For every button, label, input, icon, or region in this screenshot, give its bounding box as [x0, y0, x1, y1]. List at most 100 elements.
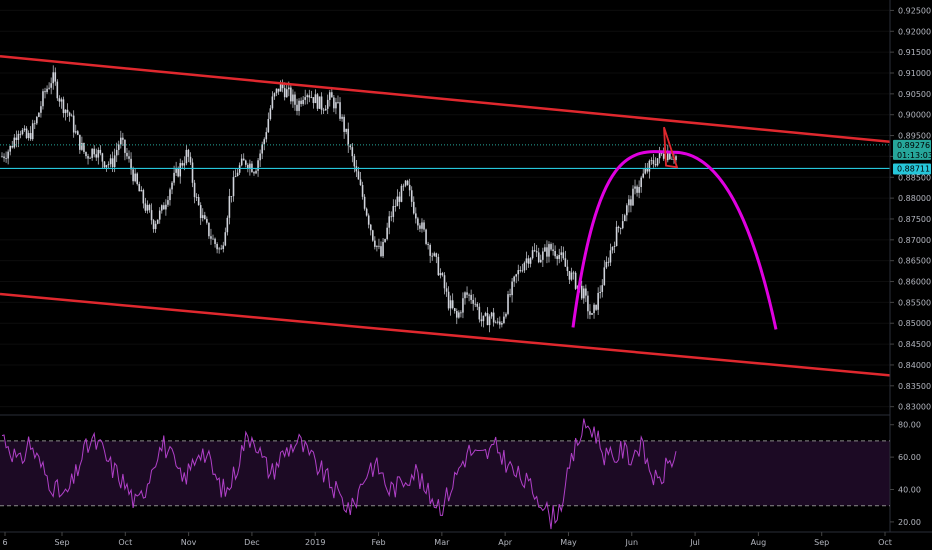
upper-channel-line[interactable] [0, 55, 891, 144]
candle-body [474, 303, 477, 305]
candle-body [515, 274, 518, 277]
price-tick-label: 0.88500 [898, 173, 931, 182]
candle-body [316, 94, 319, 109]
candle-body [310, 97, 313, 98]
candle-body [242, 158, 245, 161]
candle-body [453, 308, 456, 311]
candle-body [654, 163, 657, 166]
candle-body [11, 145, 14, 148]
rsi-axis[interactable]: 80.00 60.00 40.00 20.00 [890, 421, 921, 527]
candle-body [44, 91, 46, 93]
candle-body [52, 72, 55, 84]
candle-body [298, 100, 300, 111]
candle-body [359, 179, 362, 186]
candle-body [296, 104, 298, 111]
candle-body [199, 205, 202, 219]
candle-body [83, 142, 85, 152]
candle-body [265, 132, 268, 140]
candle-body [537, 252, 540, 263]
candle-body [181, 163, 184, 166]
candle-body [113, 155, 116, 168]
candle-body [669, 152, 671, 160]
candle-body [470, 294, 472, 300]
candle-body [187, 149, 190, 157]
time-axis[interactable]: 6 Sep Oct Nov Dec 2019 Feb Mar Apr May Jun Jul Aug Se… [0, 531, 932, 547]
candle-body [230, 196, 233, 197]
candle-body [56, 81, 59, 99]
candle-body [195, 197, 198, 198]
candle-body [574, 272, 577, 289]
candle-body [486, 313, 489, 326]
countdown-value: 01:13:03 [897, 151, 932, 160]
candle-body [564, 258, 567, 267]
price-gridlines [0, 9, 890, 408]
candle-body [300, 100, 302, 104]
candle-body [378, 245, 380, 247]
candle-body [9, 145, 11, 152]
candle-body [273, 93, 276, 97]
candle-body [488, 316, 491, 326]
time-tick-label: May [560, 538, 577, 547]
candle-body [163, 205, 165, 210]
candle-body [640, 177, 642, 188]
lower-channel-line[interactable] [0, 292, 891, 377]
candle-body [281, 82, 284, 89]
candle-body [105, 165, 108, 168]
candle-body [185, 149, 188, 164]
candle-body [81, 142, 83, 150]
candle-body [214, 238, 216, 244]
candle-body [529, 258, 532, 264]
time-tick-label: Dec [244, 538, 259, 547]
candle-body [384, 239, 386, 242]
candle-body [494, 322, 497, 324]
candle-body [595, 304, 597, 310]
candle-body [372, 230, 374, 241]
candle-body [521, 270, 524, 272]
candle-body [179, 163, 182, 177]
candle-body [158, 210, 161, 220]
price-tick-label: 0.84000 [898, 361, 931, 370]
candle-body [568, 271, 571, 280]
candle-body [130, 158, 132, 170]
candle-body [85, 151, 87, 157]
price-tick-label: 0.84500 [898, 340, 931, 349]
candle-body [658, 151, 661, 159]
candle-body [326, 99, 329, 109]
candle-body [328, 92, 331, 100]
candle-body [591, 313, 593, 315]
candle-body [435, 253, 438, 257]
candle-body [224, 232, 227, 246]
time-tick-label: Jun [625, 538, 639, 547]
price-axis[interactable]: 0.92500 0.92000 0.91500 0.91000 0.90500 0.900… [890, 6, 931, 412]
candle-body [318, 96, 321, 109]
candle-body [42, 91, 44, 107]
candle-body [212, 238, 214, 240]
candle-body [201, 215, 204, 219]
candle-body [390, 216, 393, 218]
candle-body [249, 163, 251, 169]
candle-body [646, 168, 649, 172]
candle-body [29, 133, 32, 140]
time-tick-label: Nov [181, 538, 197, 547]
candle-body [40, 106, 42, 113]
triangle-marker[interactable] [663, 126, 679, 169]
candle-body [76, 131, 79, 135]
candle-body [107, 164, 110, 166]
candle-body [607, 261, 610, 263]
candle-body [13, 137, 16, 148]
candle-body [369, 224, 372, 231]
candle-body [447, 291, 450, 309]
last-price-badge-background [893, 139, 931, 160]
candle-body [277, 88, 280, 92]
candle-body [460, 312, 462, 314]
candle-body [261, 144, 263, 154]
candle-body [478, 306, 481, 320]
candle-body [240, 158, 243, 166]
candle-body [398, 196, 401, 202]
candle-body [33, 123, 36, 125]
candle-body [259, 153, 261, 161]
price-tick-label: 0.88000 [898, 194, 931, 203]
candle-body [25, 128, 28, 139]
candle-body [183, 163, 186, 166]
